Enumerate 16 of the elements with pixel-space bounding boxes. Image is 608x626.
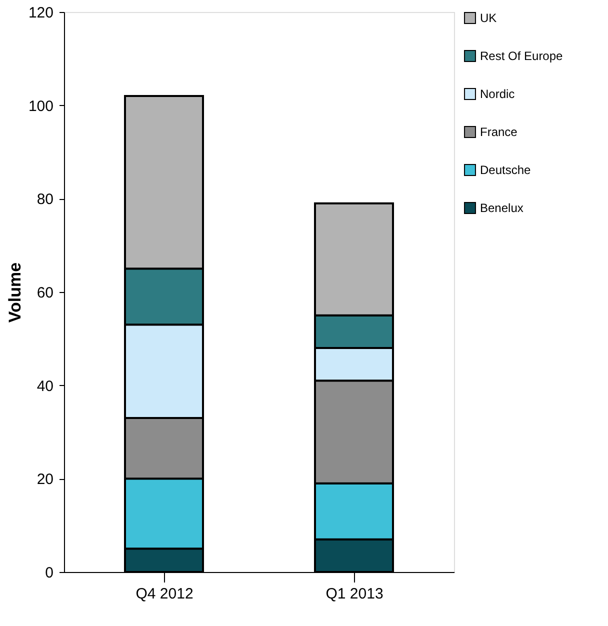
y-tick-label: 20: [36, 471, 54, 488]
legend-label: Deutsche: [480, 163, 532, 177]
y-tick-label: 40: [36, 378, 54, 395]
y-tick-label: 80: [36, 191, 54, 208]
y-tick-label: 120: [28, 4, 54, 22]
y-axis-title: Volume: [5, 262, 24, 323]
legend-label: Benelux: [480, 201, 524, 215]
y-tick-label: 100: [28, 98, 54, 115]
y-tick-label: 0: [45, 564, 54, 582]
legend-label: UK: [480, 11, 497, 25]
legend-label: Rest Of Europe: [480, 49, 564, 63]
x-tick-label: Q1 2013: [326, 586, 384, 602]
y-tick-label: 60: [36, 284, 54, 302]
x-tick-label: Q4 2012: [136, 586, 194, 602]
legend-label: Nordic: [480, 87, 515, 101]
legend-label: France: [480, 125, 518, 139]
